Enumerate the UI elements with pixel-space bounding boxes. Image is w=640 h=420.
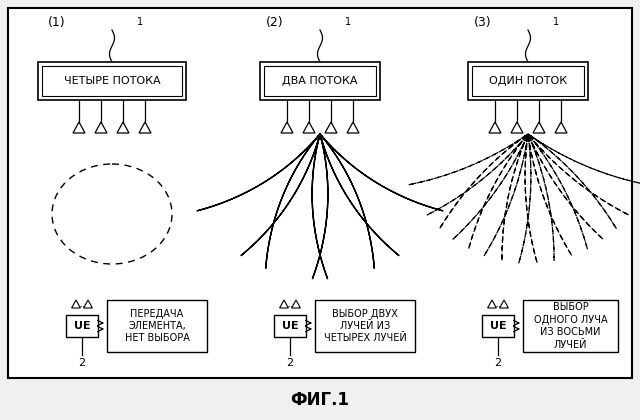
Bar [523, 300, 618, 352]
Text: 1: 1 [345, 17, 351, 27]
Bar [42, 66, 182, 96]
Text: UE: UE [490, 321, 506, 331]
Bar [315, 300, 415, 352]
Text: ДВА ПОТОКА: ДВА ПОТОКА [282, 76, 358, 86]
Bar [274, 315, 306, 337]
Text: ···: ··· [79, 304, 85, 310]
Text: UE: UE [282, 321, 298, 331]
Bar [472, 66, 584, 96]
Text: ВЫБОР
ОДНОГО ЛУЧА
ИЗ ВОСЬМИ
ЛУЧЕЙ: ВЫБОР ОДНОГО ЛУЧА ИЗ ВОСЬМИ ЛУЧЕЙ [534, 302, 607, 349]
Bar [264, 66, 376, 96]
Text: ···: ··· [495, 304, 501, 310]
Bar [8, 8, 632, 378]
Text: ЧЕТЫРЕ ПОТОКА: ЧЕТЫРЕ ПОТОКА [64, 76, 160, 86]
Bar [66, 315, 98, 337]
Text: ФИГ.1: ФИГ.1 [291, 391, 349, 409]
Text: ВЫБОР ДВУХ
ЛУЧЕЙ ИЗ
ЧЕТЫРЕХ ЛУЧЕЙ: ВЫБОР ДВУХ ЛУЧЕЙ ИЗ ЧЕТЫРЕХ ЛУЧЕЙ [324, 309, 406, 344]
Text: (1): (1) [48, 16, 66, 29]
Bar [38, 62, 186, 100]
Text: (3): (3) [474, 16, 492, 29]
Text: 1: 1 [137, 17, 143, 27]
Text: 2: 2 [287, 358, 294, 368]
Bar [468, 62, 588, 100]
Text: ПЕРЕДАЧА
ЭЛЕМЕНТА,
НЕТ ВЫБОРА: ПЕРЕДАЧА ЭЛЕМЕНТА, НЕТ ВЫБОРА [125, 309, 189, 344]
Text: 1: 1 [553, 17, 559, 27]
Text: (2): (2) [266, 16, 284, 29]
Text: ОДИН ПОТОК: ОДИН ПОТОК [489, 76, 567, 86]
Bar [482, 315, 514, 337]
Bar [260, 62, 380, 100]
Text: 2: 2 [79, 358, 86, 368]
Bar [107, 300, 207, 352]
Text: ···: ··· [287, 304, 293, 310]
Text: 2: 2 [495, 358, 502, 368]
Text: UE: UE [74, 321, 90, 331]
